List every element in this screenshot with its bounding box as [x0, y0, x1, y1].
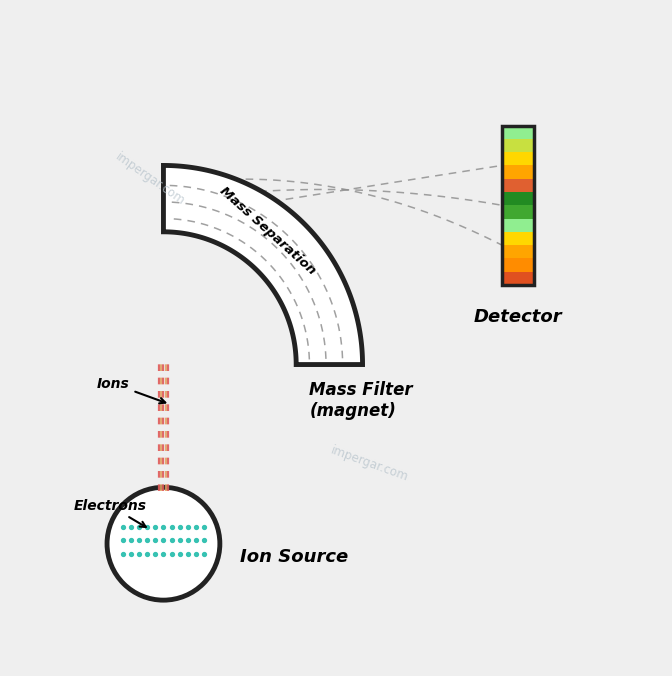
Bar — [502, 218, 534, 232]
Bar — [502, 206, 534, 218]
Bar — [502, 152, 534, 166]
Bar — [502, 232, 534, 245]
Text: impergar.com: impergar.com — [113, 150, 187, 208]
Text: Mass Filter
(magnet): Mass Filter (magnet) — [309, 381, 413, 420]
Text: Ion Source: Ion Source — [240, 548, 348, 566]
Circle shape — [107, 487, 220, 600]
Bar — [502, 245, 534, 258]
Text: Electrons: Electrons — [74, 499, 147, 527]
Bar — [502, 126, 534, 285]
Text: Ions: Ions — [97, 377, 165, 404]
Text: Detector: Detector — [474, 308, 562, 326]
Bar — [502, 139, 534, 152]
Polygon shape — [163, 166, 363, 364]
Bar — [502, 166, 534, 178]
Bar — [502, 126, 534, 139]
Text: impergar.com: impergar.com — [329, 444, 410, 484]
Text: Mass Separation: Mass Separation — [217, 185, 319, 278]
Bar — [502, 272, 534, 285]
Bar — [502, 178, 534, 192]
Bar — [502, 192, 534, 206]
Bar — [502, 258, 534, 272]
